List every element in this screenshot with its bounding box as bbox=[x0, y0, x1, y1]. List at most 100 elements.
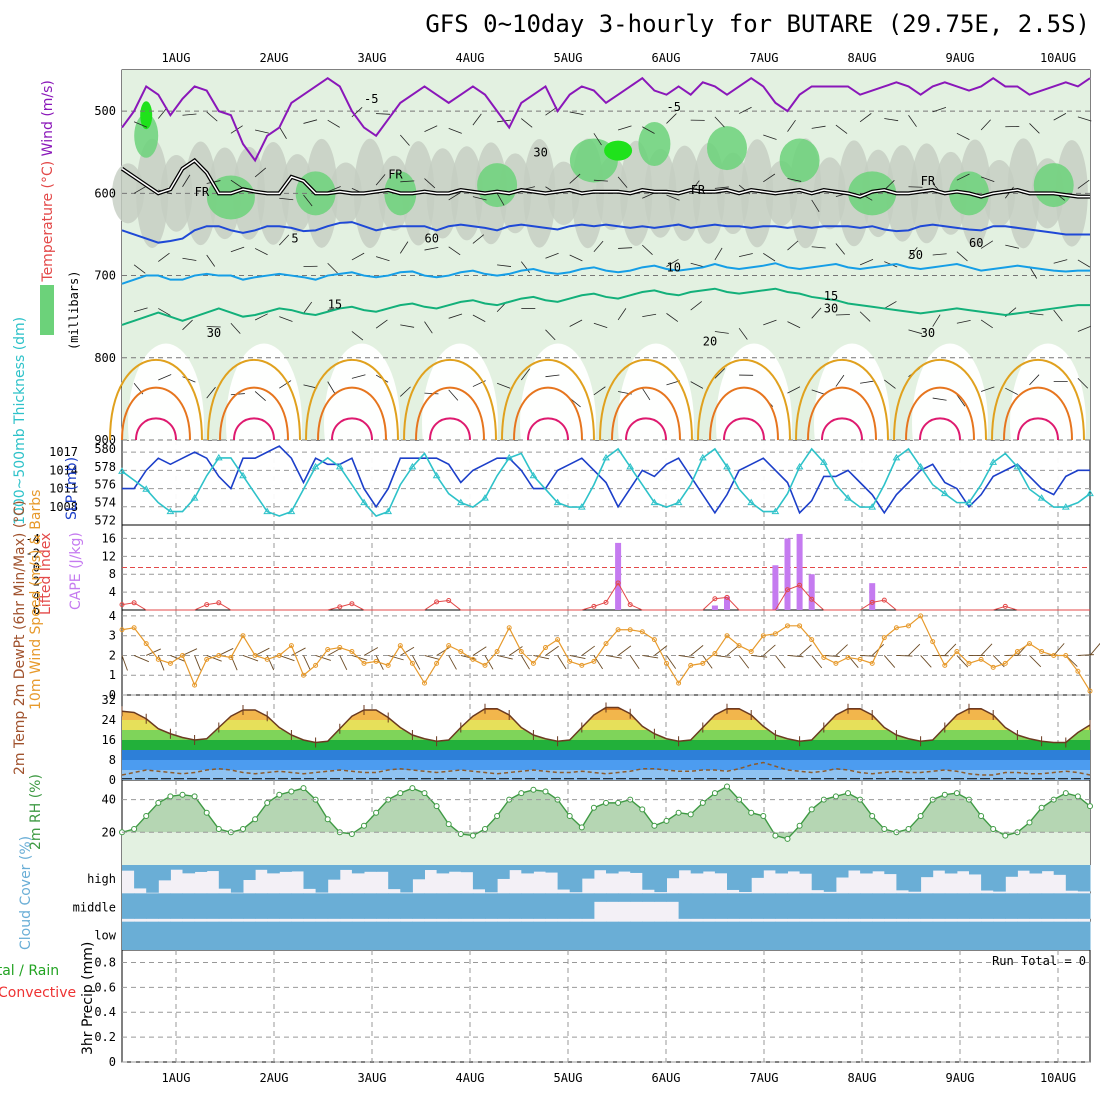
wind-barb bbox=[714, 368, 726, 379]
y-tick-wind: 0 bbox=[109, 688, 116, 702]
surface-heating-loop bbox=[501, 358, 595, 441]
cloud-bar bbox=[364, 921, 377, 950]
wind-barb bbox=[811, 307, 822, 319]
wind-barb bbox=[593, 240, 604, 252]
x-tick-top: 4AUG bbox=[456, 51, 485, 65]
thickness-marker bbox=[577, 503, 586, 510]
rh2m-marker bbox=[143, 812, 150, 819]
wind-speed-marker bbox=[180, 652, 185, 658]
cloud-bar bbox=[412, 921, 425, 950]
cloud-bar bbox=[811, 893, 825, 919]
thickness-marker bbox=[214, 453, 223, 461]
isotherm-line bbox=[121, 76, 1091, 163]
y-label-cape: CAPE (J/kg) bbox=[68, 532, 84, 610]
thickness-marker bbox=[1086, 489, 1094, 497]
cloud-bar bbox=[642, 921, 655, 950]
wind-barb bbox=[472, 196, 487, 201]
cloud-bar bbox=[1017, 893, 1030, 919]
wind-barb bbox=[666, 313, 679, 322]
li-line bbox=[121, 582, 1090, 611]
cloud-bar bbox=[872, 893, 885, 919]
wind-speed-marker bbox=[1014, 649, 1020, 655]
cloud-bar bbox=[751, 893, 764, 919]
wind-speed-marker bbox=[869, 660, 875, 666]
cloud-level-label: high bbox=[87, 872, 116, 886]
cloud-bar bbox=[751, 865, 764, 878]
y-tick-temp: 32 bbox=[102, 693, 116, 707]
wind-barb bbox=[496, 193, 505, 206]
wind-speed-marker bbox=[313, 662, 319, 668]
cloud-bar bbox=[642, 865, 655, 890]
wind-barb bbox=[787, 119, 796, 132]
y-tick-wind: 4 bbox=[109, 609, 116, 623]
cloud-bar bbox=[666, 893, 680, 902]
cloud-bar bbox=[848, 921, 861, 950]
wind-barb bbox=[424, 392, 439, 395]
thickness-marker bbox=[456, 498, 465, 506]
wind-barb bbox=[327, 186, 341, 193]
surface-heating-loop bbox=[219, 386, 289, 441]
rh-high-patch bbox=[779, 138, 820, 183]
wind-barb bbox=[303, 194, 313, 207]
rh2m-marker bbox=[264, 799, 271, 806]
contour-label: -5 bbox=[364, 92, 378, 106]
cloud-bar bbox=[170, 921, 183, 950]
cloud-bar bbox=[122, 921, 135, 950]
y-tick-thickness: 576 bbox=[94, 478, 116, 492]
x-tick-top: 7AUG bbox=[750, 51, 779, 65]
wind-speed-marker bbox=[639, 629, 645, 635]
x-tick-bottom: 8AUG bbox=[848, 1071, 877, 1085]
cloud-bar bbox=[230, 865, 244, 893]
wind-barb bbox=[376, 113, 391, 115]
cloud-bar bbox=[654, 921, 667, 950]
cloud-bar bbox=[315, 893, 329, 919]
wind-speed-marker bbox=[482, 662, 488, 668]
wind-barb-10m bbox=[472, 646, 487, 656]
wind-barb-10m bbox=[605, 655, 622, 659]
temp-color-band bbox=[122, 760, 1090, 770]
thickness-marker bbox=[892, 453, 901, 461]
wind-barb bbox=[642, 192, 656, 199]
wind-barb bbox=[133, 185, 147, 194]
rh2m-marker bbox=[252, 816, 259, 823]
wind-barb bbox=[400, 386, 411, 397]
wind-barb bbox=[908, 329, 923, 335]
y-label-cloud: Cloud Cover (%) bbox=[18, 836, 34, 950]
cloud-bar bbox=[593, 865, 607, 871]
cloud-bar bbox=[569, 893, 583, 919]
y-label-wind: 10m Wind Speed (m/s) & Barbs bbox=[28, 490, 44, 710]
run-total-label: Run Total = 0 bbox=[992, 954, 1086, 968]
surface-heating-loop bbox=[403, 358, 497, 441]
cloud-bar bbox=[944, 865, 958, 874]
wind-barb-10m bbox=[545, 645, 559, 656]
rh2m-marker bbox=[1026, 819, 1033, 826]
cape-bar bbox=[784, 538, 791, 610]
panel-frame-pcp bbox=[121, 949, 1091, 1063]
wind-barb bbox=[545, 374, 560, 378]
cloud-bar bbox=[727, 865, 740, 890]
thickness-marker bbox=[795, 462, 804, 470]
thickness-marker bbox=[529, 471, 538, 479]
cloud-bar bbox=[533, 921, 546, 950]
thickness-marker bbox=[335, 462, 344, 470]
dry-dome bbox=[814, 343, 890, 504]
cloud-bar bbox=[267, 893, 280, 919]
wind-barb bbox=[569, 254, 583, 262]
wind-barb bbox=[424, 125, 438, 133]
x-tick-bottom: 10AUG bbox=[1040, 1071, 1076, 1085]
wind-barb bbox=[835, 374, 845, 387]
li-marker bbox=[869, 599, 875, 605]
thickness-marker bbox=[602, 453, 610, 461]
cloud-bar bbox=[606, 865, 619, 874]
cloud-bar bbox=[884, 921, 897, 950]
rh2m-marker bbox=[1087, 803, 1093, 810]
wind-barb-10m bbox=[303, 655, 311, 671]
cloud-bar bbox=[1065, 893, 1079, 919]
y-label-millibars: (millibars) bbox=[67, 271, 81, 350]
cloud-bar bbox=[618, 893, 631, 902]
wind-barb bbox=[690, 262, 705, 268]
wind-barb-10m bbox=[860, 655, 877, 657]
thickness-marker bbox=[118, 467, 126, 474]
wind-barb-10m bbox=[896, 655, 913, 657]
wind-barb bbox=[1077, 325, 1092, 332]
